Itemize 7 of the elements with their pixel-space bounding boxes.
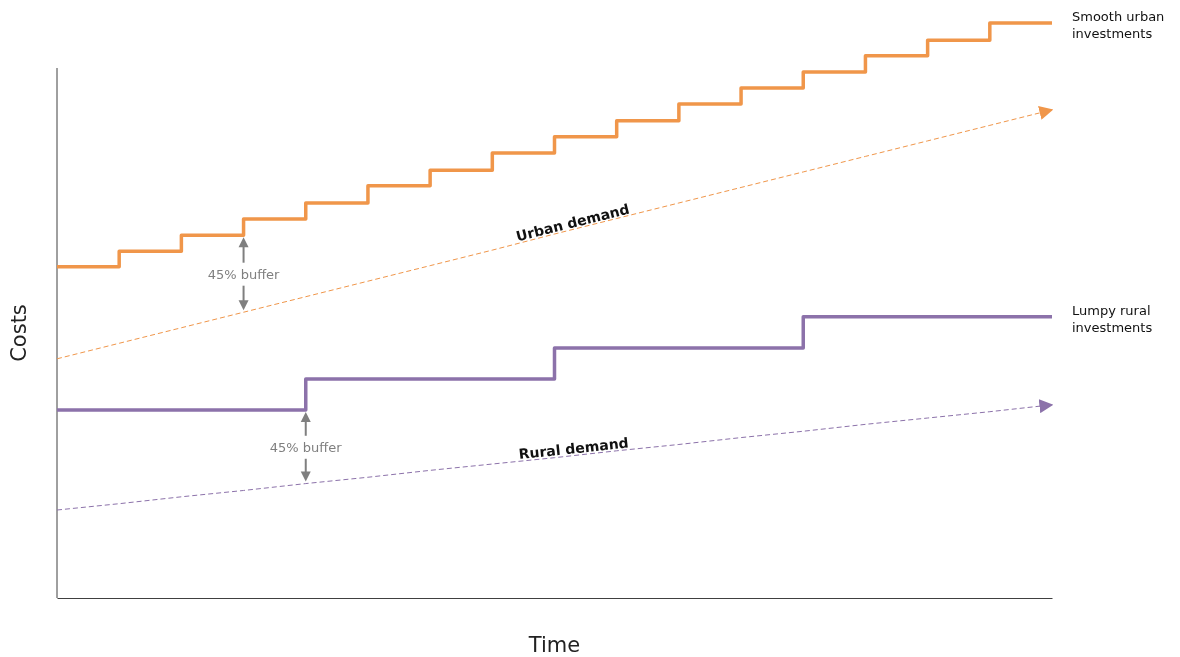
x-axis-title: Time — [527, 633, 581, 657]
annotation: 45% buffer — [269, 439, 343, 455]
series-label: Lumpy rural investments — [1072, 302, 1153, 335]
text: Rural demand — [517, 434, 630, 463]
series-label: Smooth urban investments — [1072, 9, 1165, 41]
y-axis-title: Costs — [7, 304, 31, 362]
annotation: 45% buffer — [207, 266, 281, 282]
